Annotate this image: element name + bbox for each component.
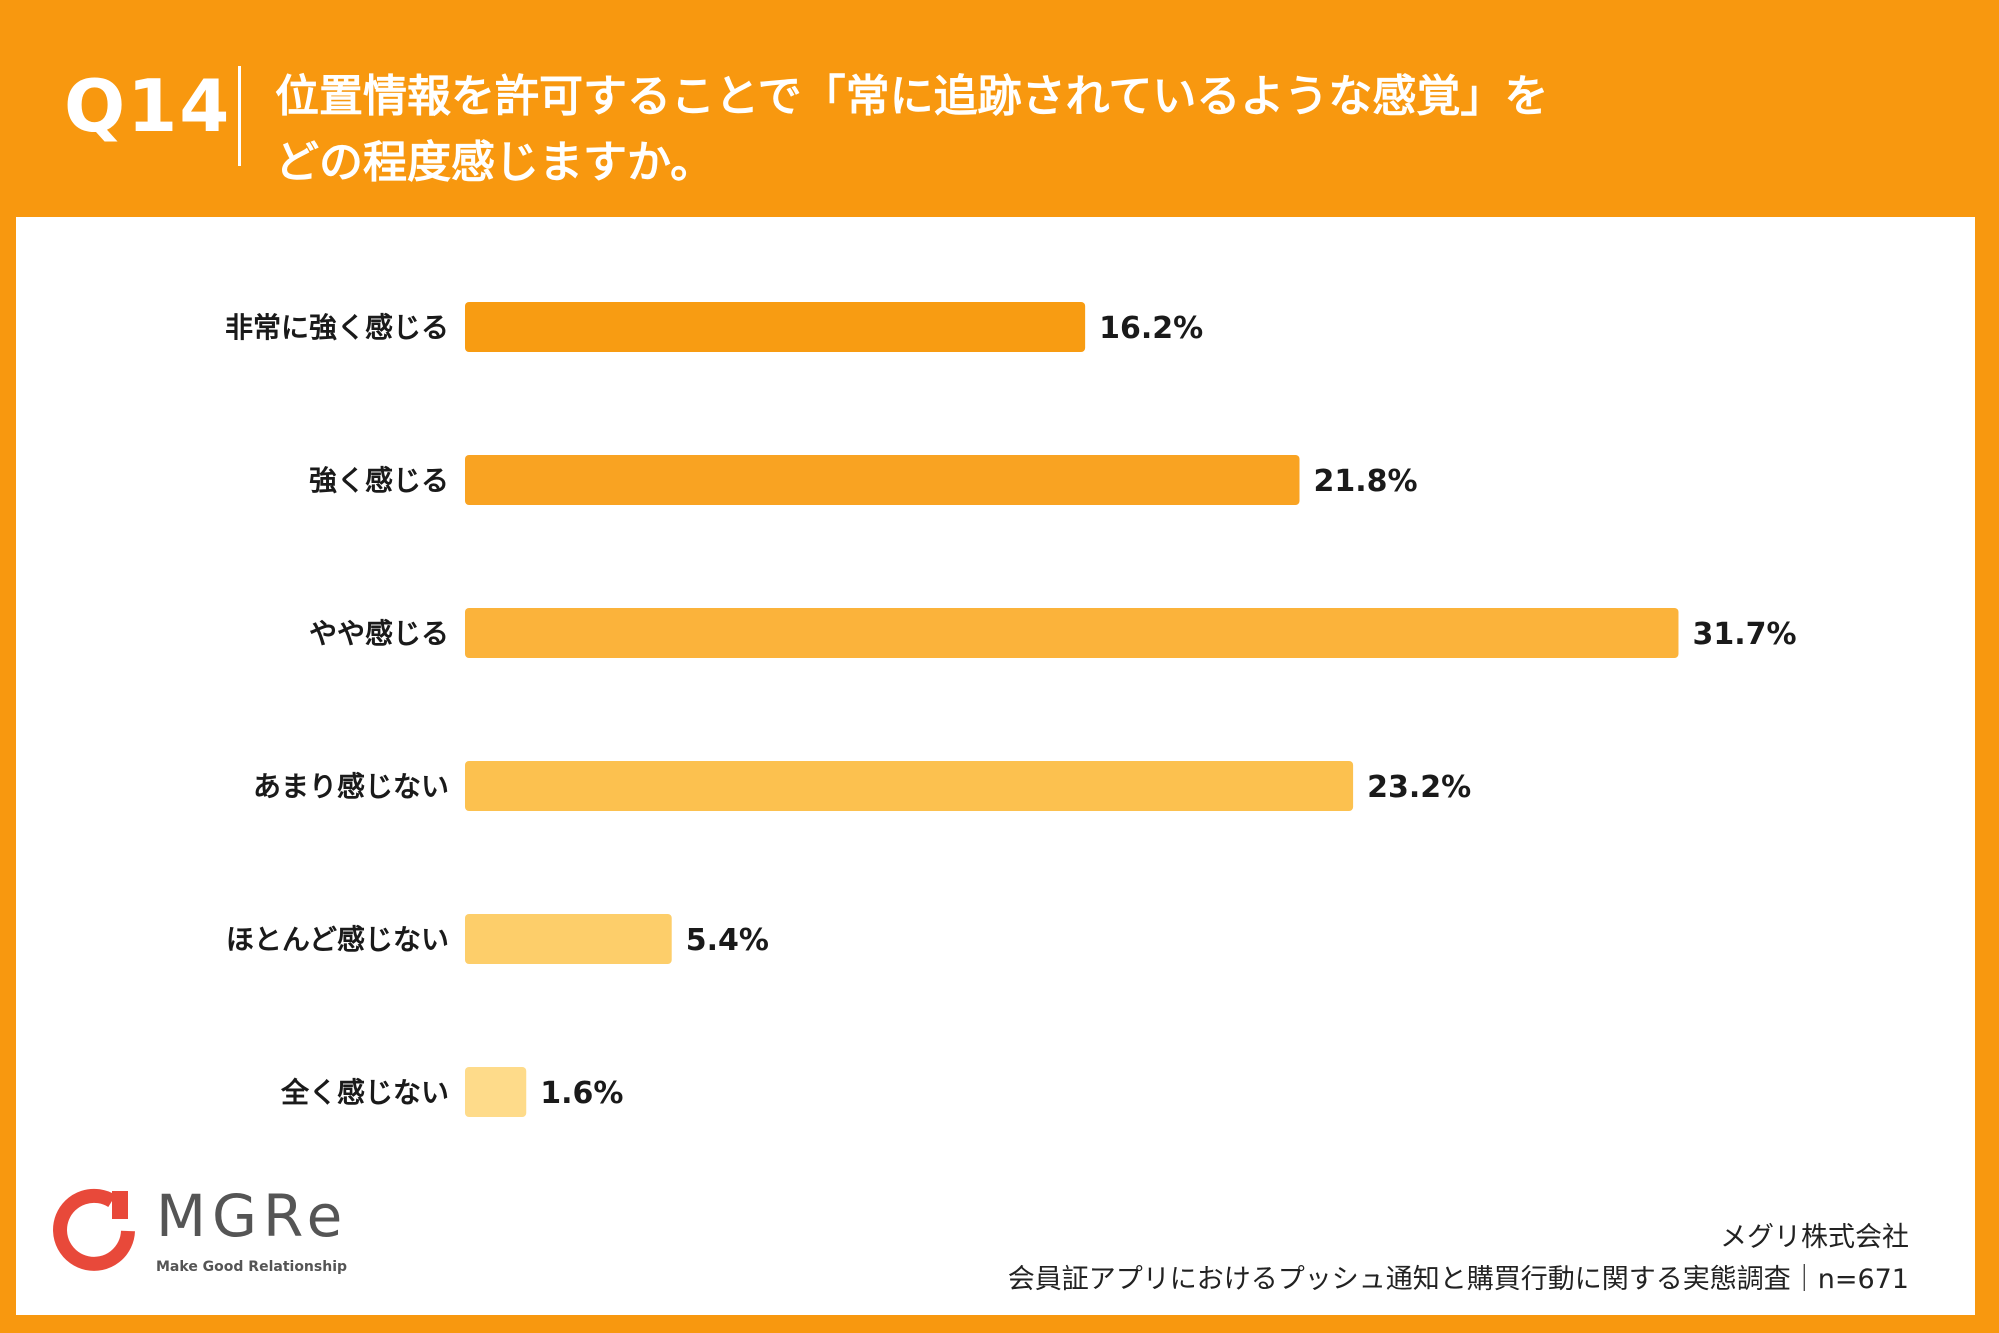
- logo-tagline: Make Good Relationship: [156, 1259, 348, 1275]
- value-label: 31.7%: [1692, 617, 1796, 652]
- category-label: 全く感じない: [280, 1076, 449, 1109]
- category-label: 強く感じる: [309, 464, 449, 497]
- bar-chart: 非常に強く感じる 16.2% 強く感じる 21.8% やや感じる 31.7% あまり感じない…: [225, 302, 1797, 1117]
- bar: [465, 302, 1086, 352]
- source-note: メグリ株式会社 会員証アプリにおけるプッシュ通知と購買行動に関する実態調査｜n=…: [1008, 1217, 1909, 1301]
- bar: [465, 914, 672, 964]
- bar: [465, 761, 1354, 811]
- question-title-line1: 位置情報を許可することで「常に追跡されているような感覚」を: [275, 71, 1549, 122]
- value-label: 23.2%: [1367, 770, 1471, 805]
- chart-panel: 非常に強く感じる 16.2% 強く感じる 21.8% やや感じる 31.7% あまり感じない…: [16, 217, 1975, 1315]
- logo-text: MGRe: [156, 1182, 349, 1250]
- bar: [465, 1067, 527, 1117]
- value-label: 5.4%: [686, 923, 769, 958]
- category-label: 非常に強く感じる: [225, 311, 449, 344]
- value-label: 21.8%: [1314, 464, 1418, 499]
- value-label: 16.2%: [1099, 311, 1203, 346]
- bar: [465, 608, 1679, 658]
- mgre-logo: MGRe Make Good Relationship: [50, 1187, 370, 1287]
- question-title-line2: どの程度感じますか。: [275, 137, 715, 188]
- question-title: 位置情報を許可することで「常に追跡されているような感覚」を どの程度感じますか。: [275, 64, 1955, 196]
- category-label: あまり感じない: [253, 770, 449, 803]
- question-number: Q14: [64, 64, 232, 148]
- category-label: ほとんど感じない: [226, 923, 449, 956]
- logo-mark-icon: [53, 1188, 135, 1271]
- category-label: やや感じる: [309, 617, 449, 650]
- header-divider: [238, 66, 241, 166]
- bar: [465, 455, 1300, 505]
- header: Q14 位置情報を許可することで「常に追跡されているような感覚」を どの程度感じ…: [0, 0, 1999, 215]
- source-company: メグリ株式会社: [1720, 1222, 1909, 1253]
- source-survey: 会員証アプリにおけるプッシュ通知と購買行動に関する実態調査｜n=671: [1007, 1264, 1909, 1295]
- value-label: 1.6%: [540, 1076, 623, 1111]
